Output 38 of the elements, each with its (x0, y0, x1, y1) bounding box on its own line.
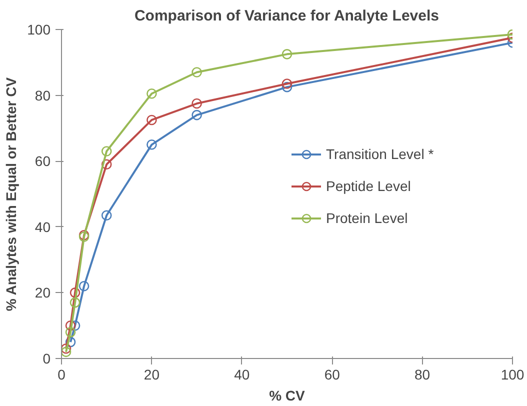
point (70, 297, 80, 308)
point (70, 288, 80, 298)
x-tick-label: 100 (500, 366, 524, 382)
point (101, 210, 112, 221)
point (146, 114, 157, 126)
x-tick-label: 80 (414, 366, 430, 382)
legend-label: Transition Level * (326, 146, 434, 162)
y-tick-label: 0 (42, 350, 51, 366)
point (101, 159, 112, 170)
legend-label: Peptide Level (326, 178, 411, 194)
legend-label: Protein Level (326, 210, 408, 226)
point (62, 346, 72, 358)
x-tick-label: 40 (234, 366, 250, 382)
point (146, 140, 157, 150)
point (192, 67, 202, 78)
y-tick-label: 40 (34, 218, 51, 235)
y-tick-label: 60 (34, 153, 51, 170)
point (282, 49, 292, 60)
point (65, 336, 76, 348)
point (78, 280, 90, 292)
point (192, 98, 202, 109)
x-tick-label: 60 (324, 366, 340, 382)
point (62, 343, 72, 354)
x-tick-label: 20 (144, 366, 160, 382)
y-tick-label: 20 (34, 284, 51, 301)
point (65, 320, 76, 331)
point (146, 88, 157, 99)
y-tick-label: 80 (34, 87, 51, 104)
y-axis-title: % Analytes with Equal or Better CV (3, 76, 20, 312)
point (282, 82, 292, 92)
point (192, 110, 202, 120)
y-tick-label: 100 (27, 22, 51, 38)
point (101, 146, 112, 156)
point (282, 78, 292, 89)
x-tick-label: 0 (58, 366, 66, 382)
x-axis-title: % CV (269, 388, 306, 404)
point (65, 327, 76, 338)
chart-title: Comparison of Variance for Analyte Levels (134, 8, 439, 24)
